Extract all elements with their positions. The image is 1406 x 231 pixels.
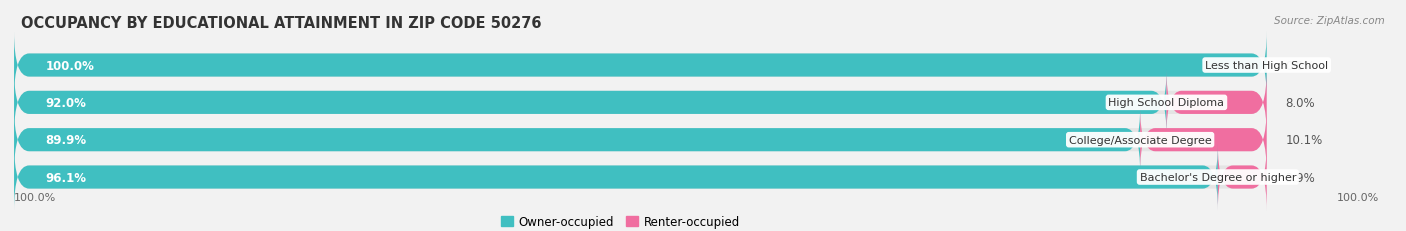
Text: 92.0%: 92.0% — [45, 97, 86, 109]
Text: 89.9%: 89.9% — [45, 134, 87, 146]
FancyBboxPatch shape — [14, 33, 1267, 99]
Text: OCCUPANCY BY EDUCATIONAL ATTAINMENT IN ZIP CODE 50276: OCCUPANCY BY EDUCATIONAL ATTAINMENT IN Z… — [21, 16, 541, 31]
Text: Bachelor's Degree or higher: Bachelor's Degree or higher — [1140, 172, 1296, 182]
FancyBboxPatch shape — [14, 144, 1267, 210]
Text: 100.0%: 100.0% — [1337, 193, 1379, 203]
Text: High School Diploma: High School Diploma — [1108, 98, 1225, 108]
FancyBboxPatch shape — [1218, 144, 1267, 210]
Text: 8.0%: 8.0% — [1285, 97, 1315, 109]
Text: 10.1%: 10.1% — [1285, 134, 1323, 146]
Text: 0.0%: 0.0% — [1285, 59, 1315, 72]
FancyBboxPatch shape — [1167, 70, 1267, 136]
Text: 96.1%: 96.1% — [45, 171, 86, 184]
Text: 100.0%: 100.0% — [45, 59, 94, 72]
Text: College/Associate Degree: College/Associate Degree — [1069, 135, 1212, 145]
FancyBboxPatch shape — [14, 107, 1140, 173]
Text: 100.0%: 100.0% — [14, 193, 56, 203]
Text: Source: ZipAtlas.com: Source: ZipAtlas.com — [1274, 16, 1385, 26]
FancyBboxPatch shape — [1140, 107, 1267, 173]
FancyBboxPatch shape — [14, 107, 1267, 173]
FancyBboxPatch shape — [14, 144, 1218, 210]
Text: Less than High School: Less than High School — [1205, 61, 1329, 71]
FancyBboxPatch shape — [14, 70, 1267, 136]
FancyBboxPatch shape — [14, 33, 1267, 99]
Text: 3.9%: 3.9% — [1285, 171, 1315, 184]
FancyBboxPatch shape — [14, 70, 1167, 136]
Legend: Owner-occupied, Renter-occupied: Owner-occupied, Renter-occupied — [496, 211, 745, 231]
